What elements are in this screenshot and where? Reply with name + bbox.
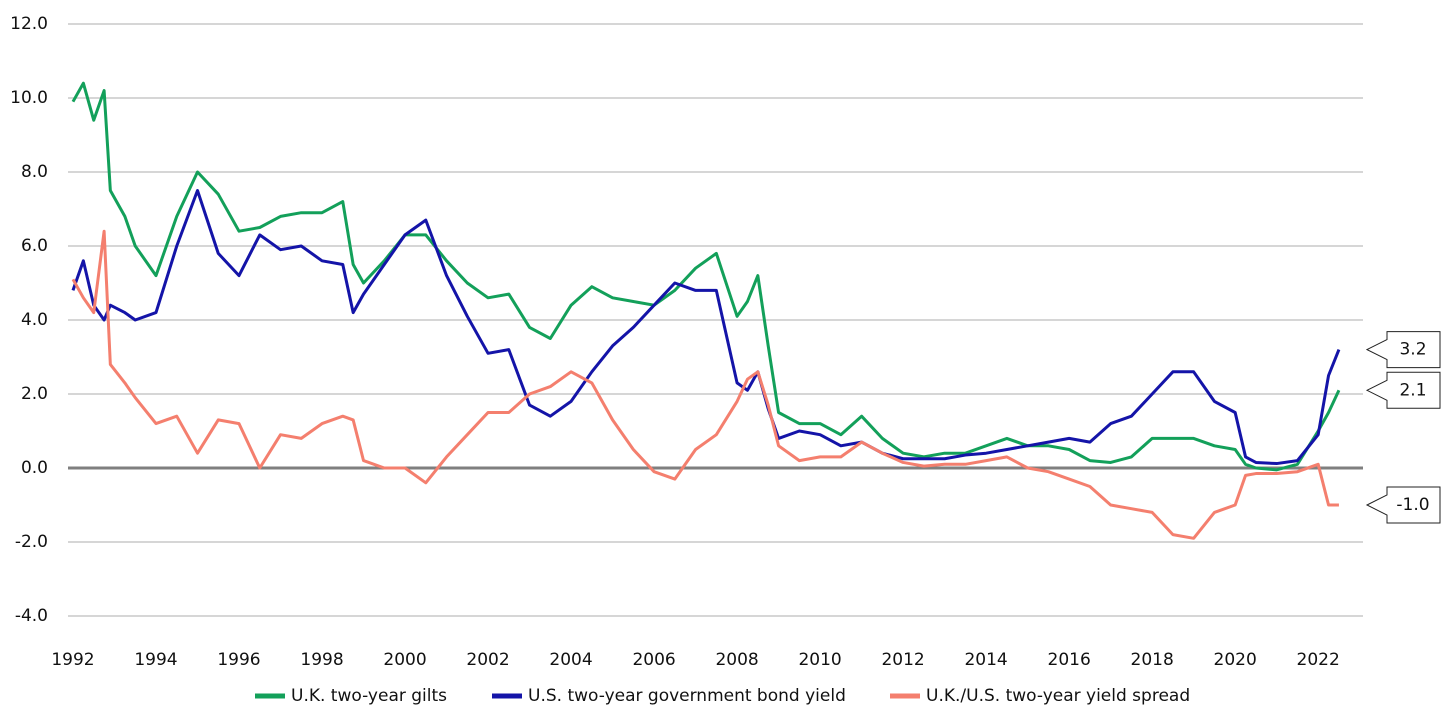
x-tick-label: 1996 [217,650,260,670]
x-tick-label: 2014 [964,650,1007,670]
y-tick-label: 6.0 [21,236,48,256]
x-tick-label: 2012 [881,650,924,670]
x-tick-label: 1998 [300,650,343,670]
callout-label: 2.1 [1399,380,1426,400]
legend-label: U.S. two-year government bond yield [528,686,846,706]
callout-label: 3.2 [1399,340,1426,360]
x-tick-label: 2002 [466,650,509,670]
y-tick-label: -2.0 [15,532,48,552]
y-tick-label: 4.0 [21,310,48,330]
callout-label: -1.0 [1396,495,1429,515]
x-tick-label: 2020 [1214,650,1257,670]
x-tick-label: 2018 [1131,650,1174,670]
series-line [71,189,1341,466]
x-tick-label: 2006 [632,650,675,670]
legend-label: U.K./U.S. two-year yield spread [926,686,1190,706]
y-tick-label: 2.0 [21,384,48,404]
x-tick-label: 2004 [549,650,592,670]
y-tick-label: 10.0 [10,88,48,108]
legend-label: U.K. two-year gilts [291,686,447,706]
series-line [71,81,1341,472]
x-tick-label: 2016 [1048,650,1091,670]
callout-box [1365,486,1441,524]
callout-box [1365,371,1441,409]
x-tick-label: 2000 [383,650,426,670]
x-tick-label: 1992 [51,650,94,670]
y-tick-label: 0.0 [21,458,48,478]
x-tick-label: 1994 [134,650,177,670]
y-tick-label: -4.0 [15,606,48,626]
y-tick-label: 8.0 [21,162,48,182]
x-tick-label: 2010 [798,650,841,670]
x-tick-label: 2008 [715,650,758,670]
y-tick-label: 12.0 [10,14,48,34]
x-tick-label: 2022 [1297,650,1340,670]
callout-box [1365,331,1441,369]
series-line [71,229,1339,540]
